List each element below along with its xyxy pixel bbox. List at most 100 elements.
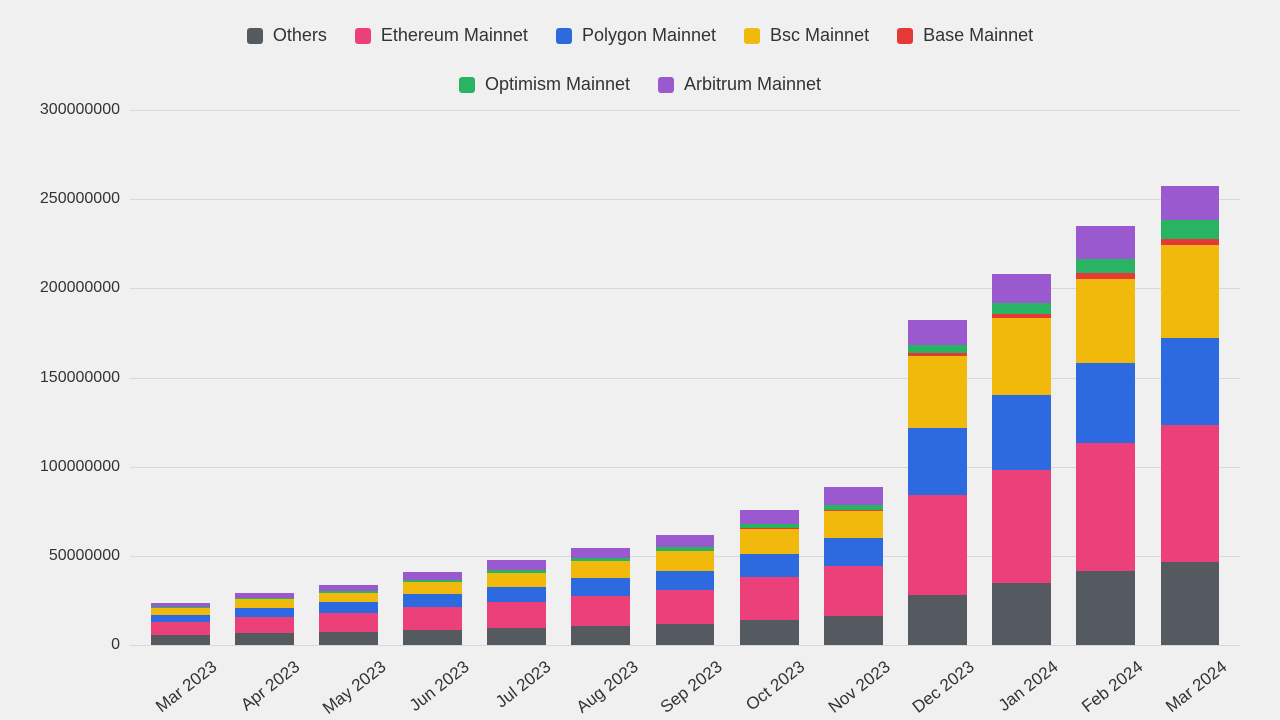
x-tick: Mar 2024	[1148, 645, 1232, 705]
bar-segment-optimism	[1076, 259, 1135, 273]
bar-segment-polygon	[824, 538, 883, 565]
bar-segment-polygon	[908, 428, 967, 495]
bar-segment-bsc	[487, 573, 546, 587]
bar-segment-bsc	[235, 599, 294, 607]
legend-label: Polygon Mainnet	[582, 25, 716, 46]
bar-segment-polygon	[1161, 338, 1220, 426]
x-tick: Aug 2023	[559, 645, 643, 705]
bar-segment-arbitrum	[403, 572, 462, 581]
bar-segment-ethereum	[908, 495, 967, 595]
legend-swatch	[556, 28, 572, 44]
bar-segment-polygon	[740, 554, 799, 576]
x-tick: Mar 2023	[138, 645, 222, 705]
bar-segment-others	[656, 624, 715, 645]
bar-segment-bsc	[824, 511, 883, 538]
stacked-bar	[656, 402, 715, 645]
stacked-bar	[403, 447, 462, 645]
bar-segment-others	[571, 626, 630, 645]
plot-area: 0500000001000000001500000002000000002500…	[130, 110, 1240, 645]
x-tick: Feb 2024	[1064, 645, 1148, 705]
bar-segment-ethereum	[151, 622, 210, 634]
y-tick-label: 200000000	[20, 279, 120, 297]
x-tick-label: Oct 2023	[742, 657, 809, 715]
bar-segment-others	[1076, 571, 1135, 645]
bar-segment-arbitrum	[740, 510, 799, 524]
bar-group	[306, 110, 390, 645]
legend-label: Optimism Mainnet	[485, 74, 630, 95]
legend-swatch	[355, 28, 371, 44]
x-tick-label: Nov 2023	[825, 657, 895, 718]
legend-label: Others	[273, 25, 327, 46]
x-tick-label: May 2023	[319, 657, 390, 719]
stacked-bar	[1076, 172, 1135, 645]
bar-segment-optimism	[1161, 220, 1220, 238]
bar-segment-polygon	[235, 608, 294, 617]
bar-segment-arbitrum	[656, 535, 715, 547]
bar-segment-others	[403, 630, 462, 645]
y-tick-label: 50000000	[20, 547, 120, 565]
legend-swatch	[897, 28, 913, 44]
x-tick-label: Aug 2023	[573, 657, 643, 718]
bar-group	[1064, 110, 1148, 645]
bar-segment-ethereum	[740, 577, 799, 620]
stacked-bar	[487, 432, 546, 645]
x-tick: Oct 2023	[727, 645, 811, 705]
bar-segment-arbitrum	[1161, 186, 1220, 221]
bar-segment-ethereum	[992, 470, 1051, 583]
bar-segment-bsc	[319, 593, 378, 603]
bar-segment-bsc	[1076, 279, 1135, 363]
bar-segment-arbitrum	[824, 487, 883, 504]
bar-segment-arbitrum	[908, 320, 967, 345]
stacked-bar	[1161, 149, 1220, 645]
bar-segment-ethereum	[487, 602, 546, 628]
bar-segment-ethereum	[1076, 443, 1135, 571]
bar-group	[390, 110, 474, 645]
bar-segment-polygon	[151, 615, 210, 622]
bar-group	[138, 110, 222, 645]
legend-row: Optimism MainnetArbitrum Mainnet	[80, 74, 1200, 95]
bar-segment-polygon	[319, 602, 378, 613]
y-tick-label: 300000000	[20, 101, 120, 119]
bar-segment-polygon	[571, 578, 630, 596]
stacked-bar	[908, 228, 967, 645]
x-tick-label: Mar 2024	[1162, 657, 1231, 717]
bar-segment-others	[319, 632, 378, 645]
bar-segment-bsc	[151, 608, 210, 615]
x-tick-label: Jun 2023	[405, 657, 472, 716]
bar-group	[727, 110, 811, 645]
x-tick-label: Feb 2024	[1078, 657, 1147, 717]
bars-area	[130, 110, 1240, 645]
bar-segment-polygon	[656, 571, 715, 590]
y-tick-label: 100000000	[20, 458, 120, 476]
x-tick: Jul 2023	[475, 645, 559, 705]
bar-segment-others	[487, 628, 546, 645]
bar-segment-polygon	[487, 587, 546, 603]
bar-segment-polygon	[1076, 363, 1135, 443]
bar-segment-arbitrum	[487, 560, 546, 570]
bar-segment-bsc	[1161, 245, 1220, 338]
legend-label: Base Mainnet	[923, 25, 1033, 46]
stacked-bar	[151, 495, 210, 645]
stacked-bar	[571, 417, 630, 645]
x-tick-label: Dec 2023	[909, 657, 979, 718]
bar-group	[980, 110, 1064, 645]
bar-group	[559, 110, 643, 645]
bar-group	[811, 110, 895, 645]
y-tick-label: 150000000	[20, 369, 120, 387]
chart-container: OthersEthereum MainnetPolygon MainnetBsc…	[0, 0, 1280, 720]
bar-segment-ethereum	[1161, 425, 1220, 562]
y-axis: 0500000001000000001500000002000000002500…	[20, 110, 120, 645]
legend-label: Ethereum Mainnet	[381, 25, 528, 46]
bar-group	[895, 110, 979, 645]
bar-segment-ethereum	[656, 590, 715, 624]
bar-segment-bsc	[992, 318, 1051, 395]
legend-item-others: Others	[247, 25, 327, 46]
bar-segment-ethereum	[571, 596, 630, 626]
bar-segment-ethereum	[824, 566, 883, 616]
x-tick: Nov 2023	[811, 645, 895, 705]
bar-segment-bsc	[403, 582, 462, 594]
stacked-bar	[235, 478, 294, 645]
x-tick: Jan 2024	[980, 645, 1064, 705]
stacked-bar	[740, 376, 799, 645]
x-tick: Jun 2023	[390, 645, 474, 705]
